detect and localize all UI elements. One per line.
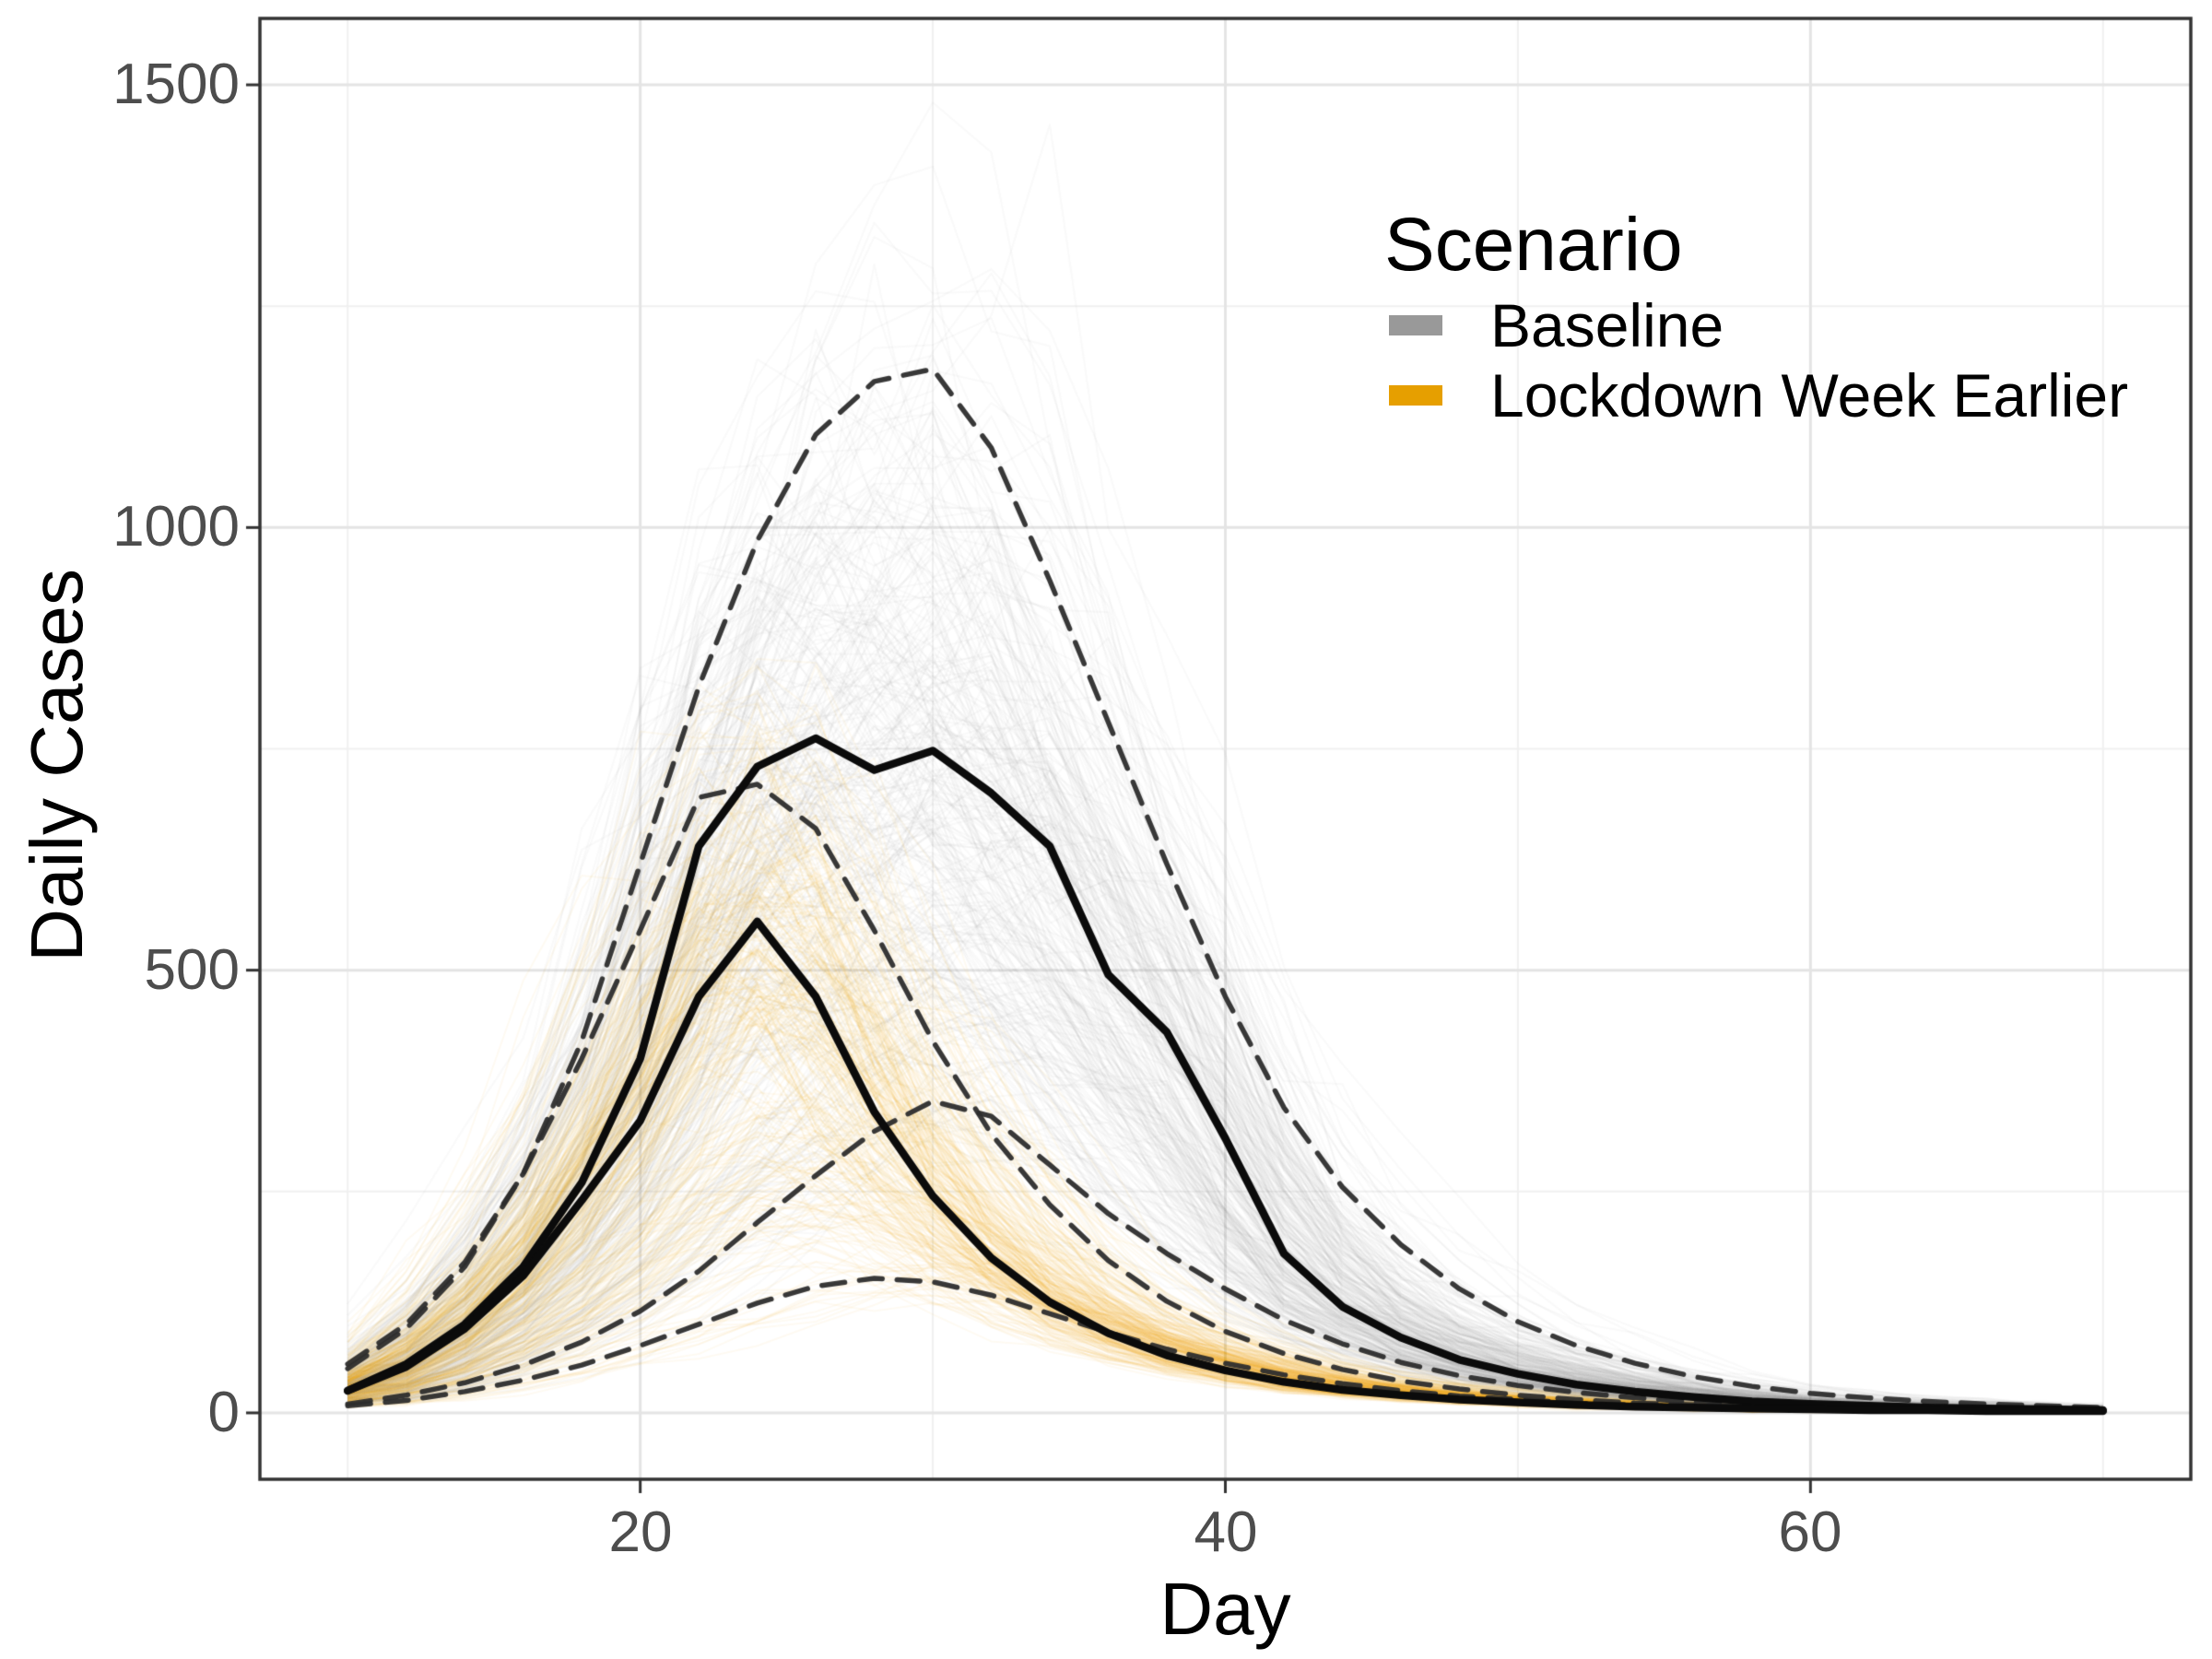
legend-title: Scenario bbox=[1384, 203, 1683, 287]
legend-item-baseline: Baseline bbox=[1384, 291, 2128, 359]
x-tick-label-40: 40 bbox=[1194, 1500, 1258, 1564]
y-axis-title: Daily Cases bbox=[16, 568, 98, 962]
legend-item-lockdown: Lockdown Week Earlier bbox=[1384, 361, 2128, 429]
baseline-color-swatch-icon bbox=[1389, 315, 1442, 335]
legend: Scenario Baseline Lockdown Week Earlier bbox=[1384, 201, 2128, 429]
y-tick-label-1000: 1000 bbox=[112, 495, 240, 559]
legend-item-label: Baseline bbox=[1490, 291, 1724, 359]
lockdown-color-swatch-icon bbox=[1389, 385, 1442, 406]
legend-item-label: Lockdown Week Earlier bbox=[1490, 361, 2129, 429]
y-axis-title-wrap: Daily Cases bbox=[11, 0, 103, 1530]
x-tick-label-60: 60 bbox=[1778, 1500, 1842, 1564]
y-tick-label-0: 0 bbox=[207, 1381, 240, 1444]
y-tick-label-1500: 1500 bbox=[112, 53, 240, 116]
x-tick-label-20: 20 bbox=[608, 1500, 673, 1564]
y-tick-label-500: 500 bbox=[144, 938, 240, 1002]
x-axis-title: Day bbox=[1159, 1568, 1291, 1650]
